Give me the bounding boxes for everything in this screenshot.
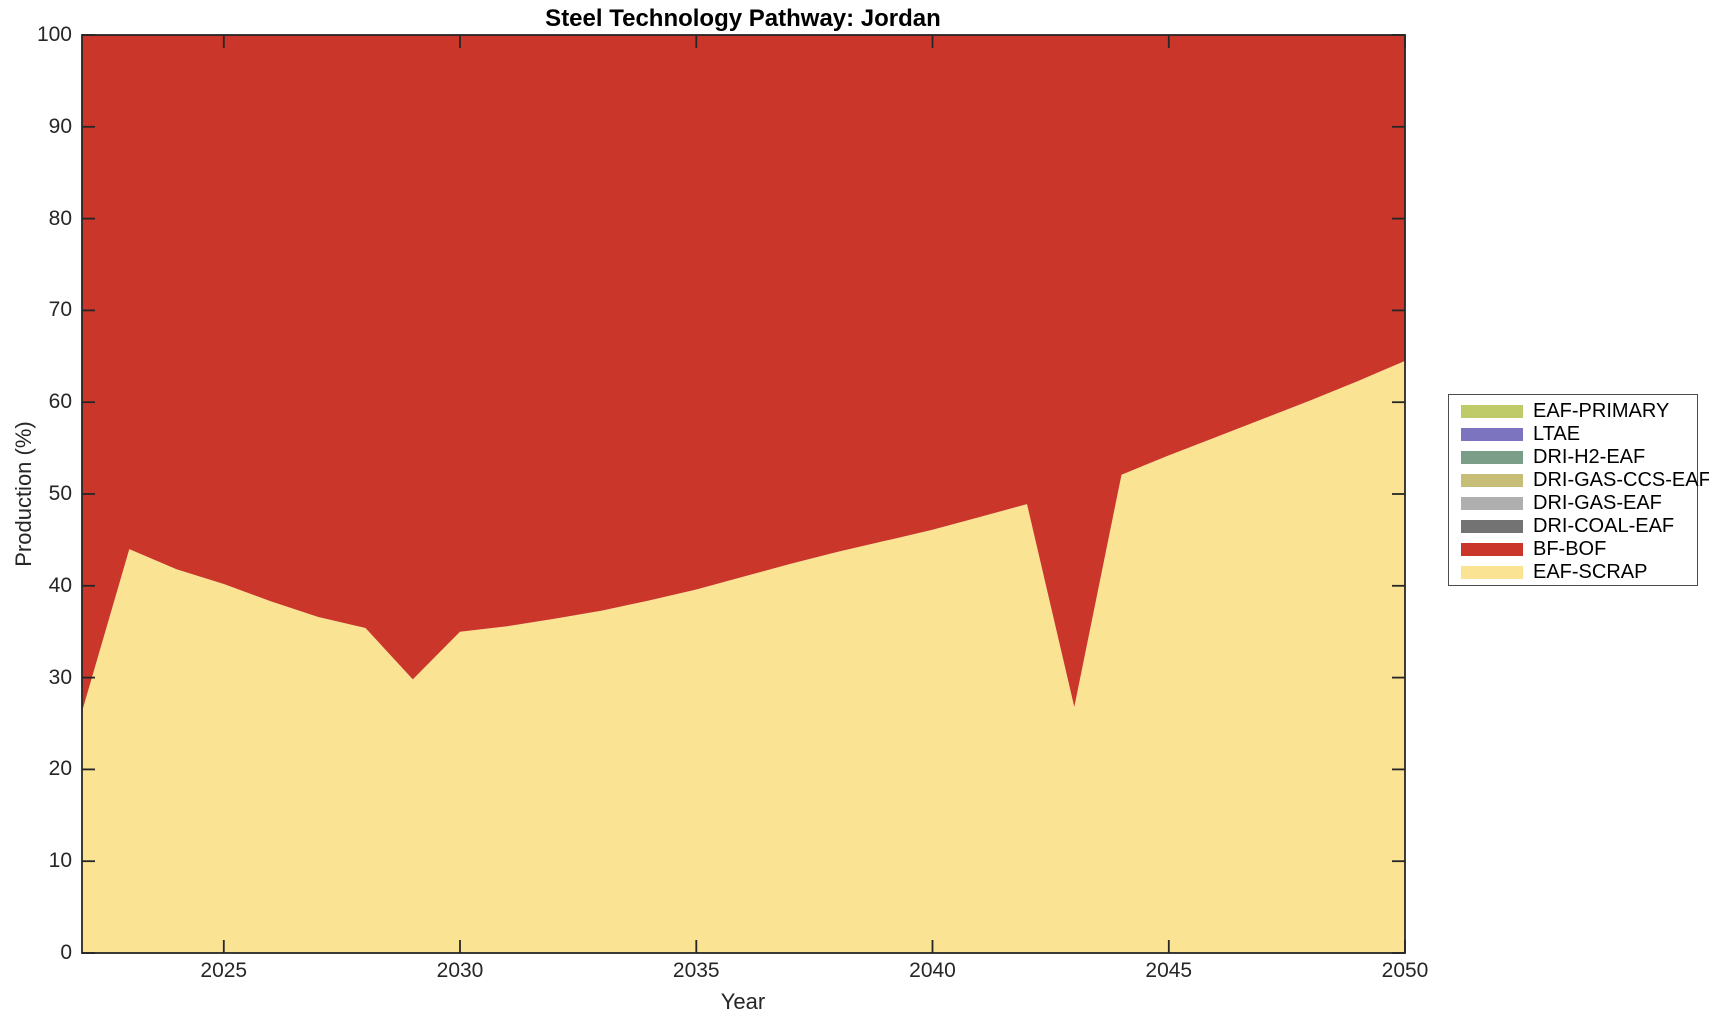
legend-label: BF-BOF — [1533, 538, 1607, 560]
legend-label: DRI-GAS-CCS-EAF — [1533, 469, 1709, 491]
legend-item-dri-h2-eaf: DRI-H2-EAF — [1461, 446, 1691, 469]
legend-label: DRI-GAS-EAF — [1533, 492, 1662, 514]
legend-swatch — [1461, 520, 1523, 533]
legend-item-dri-gas-ccs-eaf: DRI-GAS-CCS-EAF — [1461, 469, 1709, 492]
legend-label: EAF-PRIMARY — [1533, 400, 1670, 422]
x-tick-label: 2045 — [1145, 959, 1193, 982]
legend-item-eaf-scrap: EAF-SCRAP — [1461, 561, 1691, 584]
x-tick-label: 2035 — [672, 959, 720, 982]
legend-label: LTAE — [1533, 423, 1581, 445]
x-tick-label: 2040 — [909, 959, 956, 982]
y-tick-label: 90 — [48, 114, 72, 138]
chart-title: Steel Technology Pathway: Jordan — [545, 5, 941, 32]
y-tick-label: 60 — [48, 390, 72, 414]
legend-swatch — [1461, 497, 1523, 510]
legend-item-ltae: LTAE — [1461, 423, 1691, 446]
legend-swatch — [1461, 543, 1523, 556]
area-eaf-scrap — [82, 360, 1405, 953]
area-bf-bof — [82, 35, 1405, 712]
y-tick-label: 70 — [48, 298, 72, 322]
legend-item-eaf-primary: EAF-PRIMARY — [1461, 400, 1691, 423]
x-tick-label: 2030 — [436, 959, 484, 982]
y-tick-label: 80 — [48, 206, 72, 230]
legend-swatch — [1461, 428, 1523, 441]
legend-label: DRI-H2-EAF — [1533, 446, 1646, 468]
legend-label: EAF-SCRAP — [1533, 561, 1648, 583]
legend-item-dri-coal-eaf: DRI-COAL-EAF — [1461, 515, 1691, 538]
y-tick-label: 30 — [48, 665, 72, 689]
legend-swatch — [1461, 405, 1523, 418]
y-tick-label: 100 — [36, 23, 72, 46]
legend: EAF-PRIMARY LTAE DRI-H2-EAF DRI-GAS-CCS-EAF… — [1448, 394, 1709, 586]
y-tick-label: 10 — [48, 849, 72, 873]
legend-item-dri-gas-eaf: DRI-GAS-EAF — [1461, 492, 1691, 515]
legend-label: DRI-COAL-EAF — [1533, 515, 1675, 537]
legend-swatch — [1461, 566, 1523, 579]
y-tick-label: 40 — [48, 573, 72, 597]
x-axis-label: Year — [720, 989, 766, 1014]
y-tick-label: 50 — [48, 482, 72, 505]
legend-swatch — [1461, 451, 1523, 464]
legend-swatch — [1461, 474, 1523, 487]
x-tick-label: 2025 — [200, 959, 248, 982]
legend-item-bf-bof: BF-BOF — [1461, 538, 1691, 561]
x-tick-label: 2050 — [1381, 959, 1429, 982]
y-tick-label: 20 — [48, 757, 72, 781]
y-tick-label: 0 — [60, 941, 72, 964]
